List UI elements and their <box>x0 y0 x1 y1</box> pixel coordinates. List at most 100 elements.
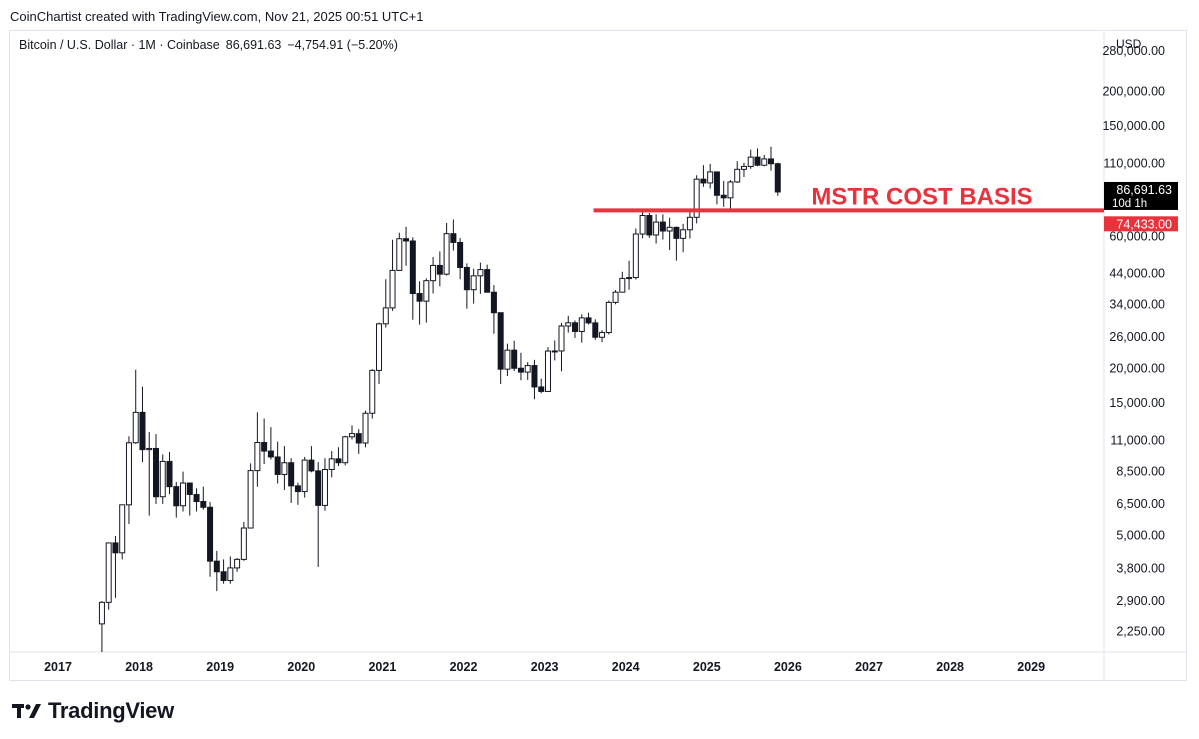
candle-down <box>754 148 761 167</box>
candle-body <box>132 411 139 444</box>
candle-body <box>666 226 673 232</box>
x-tick-label: 2023 <box>531 660 559 674</box>
candle-body <box>538 386 545 392</box>
candle-body <box>599 332 606 338</box>
currency-label: USD <box>1116 37 1142 51</box>
candle-up <box>234 557 241 572</box>
y-tick-label: 34,000.00 <box>1109 298 1165 312</box>
x-tick-label: 2029 <box>1017 660 1045 674</box>
candle-body <box>301 459 308 493</box>
candle-body <box>761 158 768 166</box>
candle-up <box>382 279 389 328</box>
candle-up <box>105 542 112 610</box>
candle-up <box>159 454 166 504</box>
candle-down <box>274 441 281 484</box>
candle-body <box>159 460 166 498</box>
candle-body <box>139 411 146 451</box>
x-tick-label: 2024 <box>612 660 640 674</box>
candle-up <box>389 239 396 311</box>
candle-up <box>693 175 700 224</box>
candle-down <box>484 264 491 293</box>
candle-down <box>713 171 720 205</box>
candle-body <box>693 178 700 218</box>
candle-body <box>626 277 633 280</box>
candle-body <box>490 291 497 314</box>
candle-body <box>146 447 153 451</box>
candle-up <box>423 278 430 323</box>
candle-up <box>565 315 572 333</box>
candle-body <box>396 238 403 271</box>
candle-body <box>247 470 254 529</box>
candle-down <box>538 378 545 394</box>
candle-body <box>443 233 450 275</box>
x-tick-label: 2018 <box>125 660 153 674</box>
candle-body <box>207 506 214 562</box>
candle-up <box>599 330 606 343</box>
candle-body <box>619 277 626 293</box>
candle-down <box>193 488 200 512</box>
candle-body <box>98 601 105 625</box>
candle-body <box>592 322 599 338</box>
candle-up <box>578 314 585 343</box>
candle-up <box>146 432 153 516</box>
candle-up <box>639 211 646 239</box>
y-tick-label: 280,000.00 <box>1102 44 1165 58</box>
candle-down <box>261 418 268 465</box>
candle-down <box>186 482 193 516</box>
candle-up <box>321 458 328 511</box>
candle-down <box>152 434 159 504</box>
x-tick-label: 2025 <box>693 660 721 674</box>
candle-down <box>511 340 518 371</box>
candle-down <box>774 162 781 196</box>
candle-body <box>234 558 241 569</box>
candle-up <box>544 347 551 392</box>
candle-down <box>288 458 295 503</box>
x-tick-label: 2028 <box>936 660 964 674</box>
candle-body <box>240 527 247 560</box>
candle-body <box>470 275 477 291</box>
y-tick-label: 200,000.00 <box>1102 84 1165 98</box>
candle-down <box>572 320 579 338</box>
candle-up <box>254 412 261 487</box>
cost-basis-price-box <box>1104 216 1178 232</box>
y-tick-label: 3,800.00 <box>1116 562 1165 576</box>
tradingview-logo[interactable]: TradingView <box>12 698 174 724</box>
candle-body <box>382 307 389 325</box>
candle-down <box>673 226 680 261</box>
symbol-name[interactable]: Bitcoin / U.S. Dollar · 1M · Coinbase <box>19 38 220 52</box>
candle-up <box>626 260 633 290</box>
candle-body <box>348 433 355 438</box>
candle-body <box>531 365 538 388</box>
candle-up <box>362 410 369 448</box>
candle-body <box>166 460 173 488</box>
candle-body <box>565 322 572 327</box>
candle-down <box>315 462 322 567</box>
candle-up <box>740 162 747 177</box>
candle-down <box>173 481 180 518</box>
candle-down <box>659 214 666 240</box>
candle-up <box>342 435 349 466</box>
candle-down <box>768 146 775 171</box>
candle-body <box>355 433 362 444</box>
candle-body <box>605 301 612 334</box>
candle-body <box>707 171 714 184</box>
candle-body <box>504 349 511 370</box>
candle-body <box>281 462 288 475</box>
symbol-change: −4,754.91 (−5.20%) <box>287 38 398 52</box>
candle-up <box>98 601 105 652</box>
candle-body <box>734 168 741 183</box>
candle-down <box>403 226 410 266</box>
candle-up <box>227 556 234 584</box>
candle-body <box>653 221 660 236</box>
tradingview-logo-icon <box>12 704 41 718</box>
candle-up <box>761 154 768 167</box>
candle-body <box>727 181 734 199</box>
candle-body <box>423 280 430 302</box>
candle-down <box>112 535 119 598</box>
candle-down <box>139 386 146 463</box>
candle-down <box>200 486 207 510</box>
candle-down <box>409 237 416 320</box>
y-tick-label: 150,000.00 <box>1102 119 1165 133</box>
candle-body <box>639 215 646 235</box>
